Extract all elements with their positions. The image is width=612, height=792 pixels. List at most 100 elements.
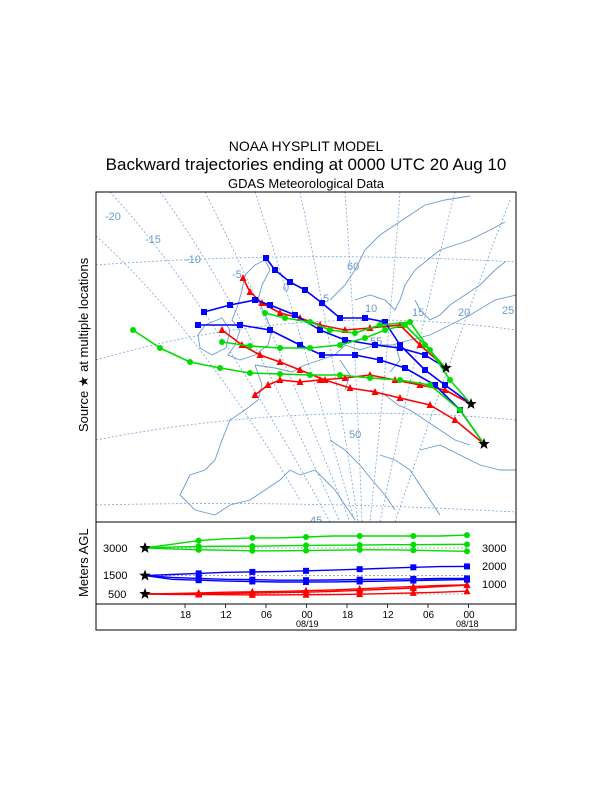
green-circle-marker [195, 546, 202, 553]
blue-square-marker [372, 342, 378, 348]
lat-label: 50 [349, 429, 361, 441]
blue-square-marker [377, 357, 383, 363]
red-triangle-marker [246, 288, 254, 295]
green-circle-marker [337, 342, 343, 348]
lat-label: 60 [347, 261, 359, 273]
red-triangle-marker [248, 590, 256, 598]
blue-square-marker [422, 367, 428, 373]
hour-tick-label: 18 [180, 610, 192, 621]
height-axis-label: Meters AGL [76, 528, 91, 597]
green-circle-marker [402, 322, 408, 328]
blue-square-marker [287, 279, 293, 285]
green-circle-marker [356, 533, 363, 540]
blue-square-marker [442, 382, 448, 388]
source-star-icon [139, 569, 151, 581]
red-triangle-marker [409, 588, 417, 596]
green-circle-marker [277, 345, 283, 351]
lon-label: 0 [283, 282, 289, 294]
source-star-icon [440, 362, 452, 373]
red-triangle-marker [371, 388, 379, 395]
data-source-label: GDAS Meteorological Data [227, 176, 385, 191]
green-circle-marker [422, 342, 428, 348]
green-circle-marker [277, 371, 283, 377]
red-triangle-marker [346, 384, 354, 391]
blue-square-marker [362, 315, 368, 321]
hour-tick-label: 06 [261, 610, 273, 621]
red-triangle-marker [239, 274, 247, 281]
height-panel [139, 532, 471, 599]
lon-label: 15 [412, 307, 424, 319]
lon-label: -5 [232, 269, 242, 281]
source-star-icon [139, 588, 151, 599]
green-circle-marker [397, 377, 403, 383]
green-circle-marker [464, 548, 470, 555]
green-circle-marker [247, 370, 253, 376]
red-triangle-marker [276, 376, 284, 383]
green-circle-marker [307, 345, 313, 351]
blue-square-marker [402, 365, 408, 371]
green-circle-marker [356, 546, 363, 553]
green-circle-marker [282, 315, 288, 321]
red-triangle-marker [218, 326, 226, 333]
green-circle-marker [157, 345, 163, 351]
blue-square-marker [337, 315, 343, 321]
green-circle-marker [187, 359, 193, 365]
red-triangle-marker [441, 386, 449, 393]
blue-square-marker [319, 300, 325, 306]
lon-label: 10 [365, 303, 377, 315]
green-circle-marker [247, 343, 253, 349]
green-circle-marker [195, 537, 202, 544]
lat-label: 45 [310, 515, 322, 527]
red-triangle-marker [195, 590, 203, 598]
green-circle-marker [447, 377, 453, 383]
blue-square-marker [356, 578, 363, 585]
trajectories [130, 255, 490, 449]
height-tick-left: 3000 [103, 543, 127, 555]
green-circle-marker [249, 543, 256, 550]
red-triangle-marker [396, 394, 404, 401]
hour-tick-label: 12 [383, 610, 395, 621]
green-circle-marker [464, 541, 470, 548]
hour-tick-label: 18 [342, 610, 354, 621]
blue-square-marker [410, 577, 417, 584]
red-triangle-marker [296, 366, 304, 373]
source-star-icon [465, 398, 477, 409]
height-tick-right: 3000 [482, 543, 506, 555]
blue-square-marker [272, 267, 278, 273]
source-locations-label: Source ★ at multiple locations [76, 257, 91, 432]
green-circle-marker [377, 322, 383, 328]
lon-label: -15 [145, 234, 161, 246]
red-triangle-marker [256, 351, 264, 358]
height-tick-right: 1000 [482, 579, 506, 591]
green-circle-marker [249, 547, 256, 554]
green-circle-marker [464, 532, 470, 539]
blue-square-marker [410, 564, 417, 571]
meridian-lines [96, 192, 511, 522]
coastlines [179, 195, 516, 521]
chart-subtitle: Backward trajectories ending at 0000 UTC… [105, 155, 507, 174]
lon-label: -20 [105, 211, 121, 223]
red-triangle-marker [276, 358, 284, 365]
green-circle-marker [457, 407, 463, 413]
hour-tick-label: 12 [221, 610, 233, 621]
hour-tick-label: 00 [302, 610, 314, 621]
green-circle-marker [367, 375, 373, 381]
blue-square-marker [195, 322, 201, 328]
green-circle-marker [337, 372, 343, 378]
red-triangle-marker [302, 590, 310, 598]
blue-square-marker [195, 570, 202, 577]
trajectory-line [264, 312, 472, 405]
red-triangle-marker [463, 587, 471, 595]
trajectory-line [221, 324, 447, 369]
blue-square-marker [267, 302, 273, 308]
date-tick: 08/19 [296, 619, 319, 629]
green-circle-marker [427, 347, 433, 353]
green-circle-marker [382, 327, 388, 333]
time-axis-frame [95, 603, 517, 631]
height-tick-right: 2000 [482, 561, 506, 573]
green-circle-marker [352, 330, 358, 336]
chart-title: NOAA HYSPLIT MODEL [228, 138, 384, 154]
red-triangle-marker [356, 590, 364, 598]
green-circle-marker [303, 547, 309, 554]
blue-square-marker [303, 579, 309, 586]
